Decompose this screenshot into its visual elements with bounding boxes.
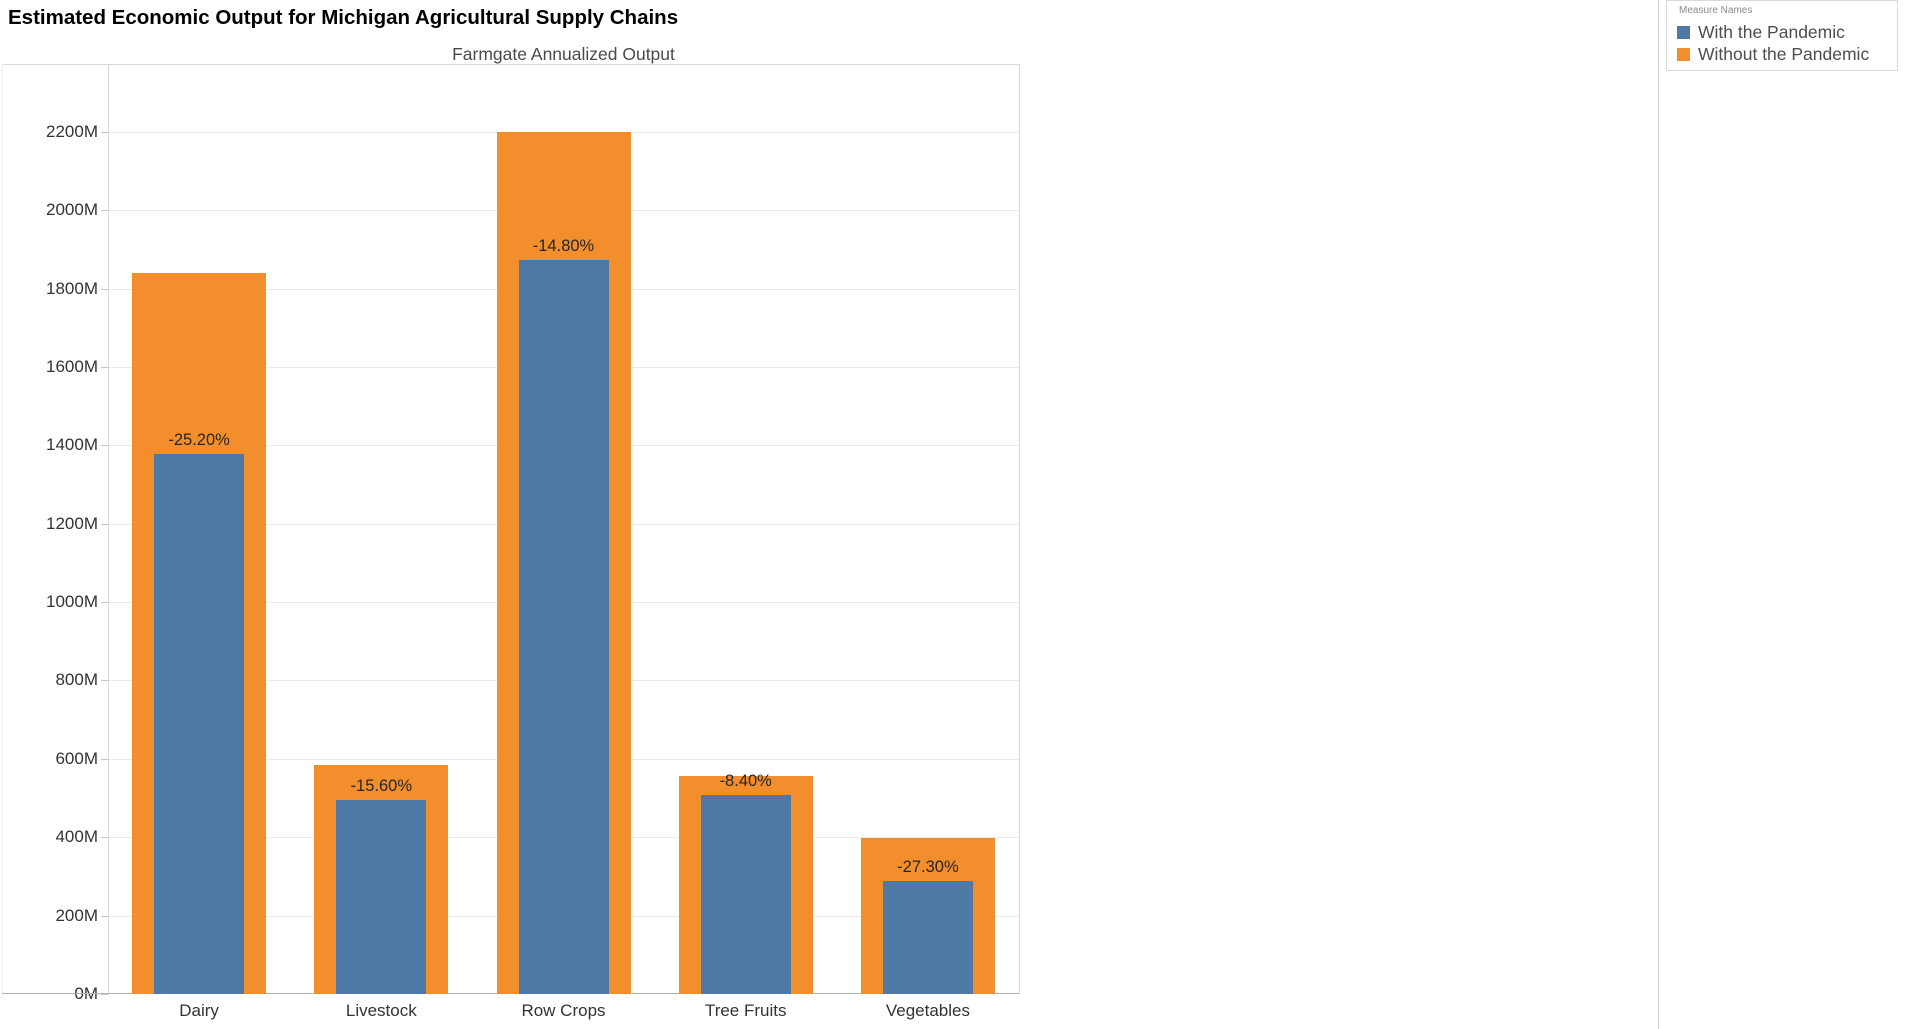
category-band-dairy: -25.20% — [108, 64, 290, 994]
axis-tick — [101, 680, 108, 682]
y-axis-tick-label: 2000M — [46, 200, 98, 220]
axis-tick — [101, 523, 108, 525]
panel-border-right — [1019, 64, 1020, 994]
y-axis-tick-label: 1000M — [46, 592, 98, 612]
legend-card: Measure Names With the Pandemic Without t… — [1666, 0, 1898, 71]
category-band-vegetables: -27.30% — [837, 64, 1019, 994]
category-band-row-crops: -14.80% — [472, 64, 654, 994]
y-axis-tick-label: 200M — [55, 905, 98, 925]
axis-tick — [101, 837, 108, 839]
bar-with-pandemic-row-crops[interactable] — [518, 259, 609, 994]
legend-title: Measure Names — [1679, 5, 1753, 16]
y-axis-tick-label: 1200M — [46, 513, 98, 533]
category-band-tree-fruits: -8.40% — [655, 64, 837, 994]
axis-tick — [101, 445, 108, 447]
x-axis-labels: Dairy Livestock Row Crops Tree Fruits Vegeta… — [108, 1001, 1019, 1027]
panel-border-left — [2, 64, 3, 994]
x-axis-label-dairy[interactable]: Dairy — [179, 1001, 219, 1020]
bar-delta-label-livestock: -15.60% — [350, 777, 413, 796]
bar-with-pandemic-vegetables[interactable] — [882, 880, 973, 994]
y-axis-tick-label: 1600M — [46, 356, 98, 376]
chart-title: Farmgate Annualized Output — [452, 44, 675, 64]
bar-delta-label-row-crops: -14.80% — [532, 236, 595, 255]
y-axis-tick-label: 1800M — [46, 278, 98, 298]
axis-tick — [101, 994, 108, 995]
axis-tick — [101, 210, 108, 212]
x-axis-label-row-crops[interactable]: Row Crops — [521, 1001, 606, 1020]
bar-with-pandemic-dairy[interactable] — [154, 454, 245, 994]
bar-with-pandemic-tree-fruits[interactable] — [700, 794, 791, 994]
panel-border-top — [2, 64, 1019, 65]
legend-item-label: With the Pandemic — [1698, 21, 1845, 42]
bar-delta-label-vegetables: -27.30% — [897, 857, 959, 876]
legend-swatch-icon[interactable] — [1677, 47, 1690, 61]
x-axis-label-tree-fruits[interactable]: Tree Fruits — [704, 1001, 787, 1020]
plot-area: -25.20% -15.60% -14.80% -8.40% -27.30% — [108, 64, 1019, 994]
axis-tick — [101, 758, 108, 760]
axis-tick — [101, 915, 108, 917]
y-axis-line — [108, 64, 109, 994]
axis-tick — [101, 288, 108, 290]
y-axis-tick-label: 400M — [55, 827, 98, 847]
report-title: Estimated Economic Output for Michigan A… — [8, 6, 679, 29]
category-band-livestock: -15.60% — [290, 64, 472, 994]
y-axis-tick-label: 600M — [55, 748, 98, 768]
y-axis-tick-label: 2200M — [46, 121, 98, 141]
x-axis-label-vegetables[interactable]: Vegetables — [885, 1001, 970, 1020]
y-axis-tick-label: 800M — [55, 670, 98, 690]
axis-tick — [101, 602, 108, 604]
legend-panel-divider — [1658, 0, 1659, 1029]
x-axis-label-livestock[interactable]: Livestock — [345, 1001, 417, 1020]
y-axis-tick-label: 0M — [74, 984, 98, 1003]
bar-with-pandemic-livestock[interactable] — [336, 800, 427, 994]
bar-delta-label-dairy: -25.20% — [168, 431, 230, 450]
bar-delta-label-tree-fruits: -8.40% — [719, 771, 772, 790]
legend-swatch-icon[interactable] — [1677, 25, 1690, 39]
y-axis-tick-label: 1400M — [46, 435, 98, 455]
axis-tick — [101, 131, 108, 133]
legend-item-label: Without the Pandemic — [1698, 43, 1870, 64]
legend-item-with-the-pandemic[interactable]: With the Pandemic — [1677, 21, 1897, 43]
legend-item-without-the-pandemic[interactable]: Without the Pandemic — [1677, 43, 1897, 65]
axis-tick — [101, 366, 108, 368]
